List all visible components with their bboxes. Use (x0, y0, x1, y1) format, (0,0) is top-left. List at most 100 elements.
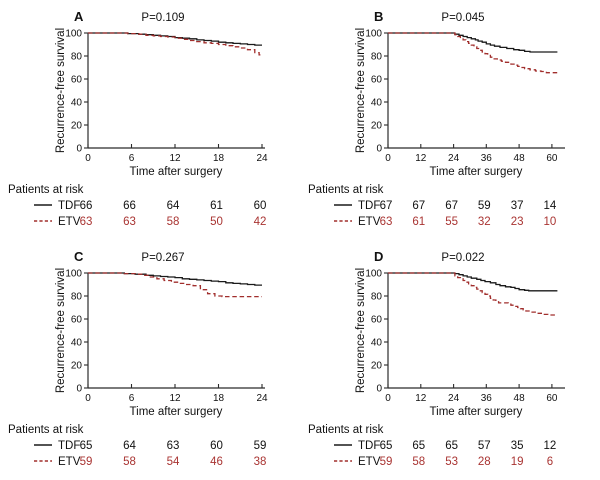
y-tick-label: 0 (376, 384, 382, 395)
y-tick-label: 0 (76, 144, 82, 155)
x-tick-label: 18 (213, 153, 225, 164)
tdf-risk-count: 57 (478, 440, 491, 452)
tdf-risk-count: 66 (123, 200, 136, 212)
tdf-curve (88, 32, 262, 46)
x-tick-label: 36 (481, 153, 493, 164)
y-axis-title: Recurrence-free survival (55, 28, 67, 153)
x-tick-label: 6 (129, 153, 135, 164)
tdf-series-label: TDF (58, 200, 80, 212)
tdf-risk-count: 59 (478, 200, 491, 212)
etv-risk-count: 54 (167, 456, 180, 468)
x-tick-label: 12 (415, 393, 427, 404)
etv-risk-count: 32 (478, 216, 491, 228)
tdf-curve (388, 272, 558, 292)
x-tick-label: 18 (213, 393, 225, 404)
panel-letter: A (74, 9, 84, 24)
panel-c-chart: C P=0.267 0 20 40 60 80 100 0 6 12 18 24 Time after s… (8, 249, 268, 468)
etv-series-label: ETV (358, 456, 381, 468)
tdf-risk-count: 12 (544, 440, 557, 452)
y-tick-label: 100 (365, 29, 382, 40)
y-tick-label: 100 (65, 29, 82, 40)
x-tick-label: 12 (415, 153, 427, 164)
tdf-risk-count: 67 (412, 200, 425, 212)
etv-risk-count: 6 (547, 456, 553, 468)
y-tick-label: 80 (371, 52, 383, 63)
etv-curve (88, 32, 262, 56)
y-tick-label: 60 (71, 315, 83, 326)
x-tick-label: 0 (385, 153, 391, 164)
p-value-label: P=0.267 (141, 252, 184, 264)
tdf-risk-count: 63 (167, 440, 180, 452)
x-tick-label: 0 (85, 393, 91, 404)
tdf-risk-count: 65 (380, 440, 393, 452)
x-tick-label: 0 (85, 153, 91, 164)
etv-risk-count: 58 (123, 456, 136, 468)
etv-risk-count: 61 (412, 216, 425, 228)
panel-d-chart: D P=0.022 0 20 40 60 80 100 0 12 24 36 48 60 Time afte… (308, 249, 565, 468)
tdf-risk-count: 66 (80, 200, 93, 212)
y-tick-label: 100 (65, 269, 82, 280)
tdf-risk-count: 64 (123, 440, 136, 452)
p-value-label: P=0.109 (141, 12, 184, 24)
etv-series-label: ETV (58, 456, 81, 468)
y-tick-label: 0 (76, 384, 82, 395)
x-axis-title: Time after surgery (130, 406, 223, 418)
x-tick-label: 24 (256, 393, 268, 404)
etv-risk-count: 46 (210, 456, 223, 468)
patients-at-risk-label: Patients at risk (8, 424, 84, 436)
y-tick-label: 40 (371, 338, 383, 349)
x-tick-label: 36 (481, 393, 493, 404)
y-axis-title: Recurrence-free survival (55, 268, 67, 393)
etv-risk-count: 28 (478, 456, 491, 468)
y-tick-label: 0 (376, 144, 382, 155)
panel-letter: D (374, 249, 383, 264)
y-tick-label: 60 (71, 75, 83, 86)
x-tick-label: 6 (129, 393, 135, 404)
etv-risk-count: 58 (412, 456, 425, 468)
etv-series-label: ETV (58, 216, 81, 228)
tdf-series-label: TDF (358, 440, 380, 452)
y-tick-label: 80 (71, 52, 83, 63)
etv-risk-count: 63 (380, 216, 393, 228)
x-tick-label: 24 (448, 153, 460, 164)
y-axis-title: Recurrence-free survival (355, 28, 367, 153)
y-tick-label: 20 (71, 361, 83, 372)
x-tick-label: 48 (514, 393, 526, 404)
x-tick-label: 60 (546, 393, 558, 404)
y-tick-label: 60 (371, 75, 383, 86)
y-tick-label: 40 (71, 98, 83, 109)
etv-risk-count: 59 (380, 456, 393, 468)
y-tick-label: 100 (365, 269, 382, 280)
etv-risk-count: 19 (511, 456, 524, 468)
tdf-risk-count: 14 (544, 200, 557, 212)
y-tick-label: 20 (371, 361, 383, 372)
tdf-curve (88, 272, 262, 286)
etv-risk-count: 58 (167, 216, 180, 228)
y-tick-label: 80 (371, 292, 383, 303)
tdf-series-label: TDF (358, 200, 380, 212)
panel-letter: B (374, 9, 383, 24)
tdf-series-label: TDF (58, 440, 80, 452)
tdf-risk-count: 67 (380, 200, 393, 212)
patients-at-risk-label: Patients at risk (8, 184, 84, 196)
x-tick-label: 48 (514, 153, 526, 164)
tdf-risk-count: 67 (445, 200, 458, 212)
panel-letter: C (74, 249, 84, 264)
tdf-risk-count: 65 (445, 440, 458, 452)
etv-series-label: ETV (358, 216, 381, 228)
p-value-label: P=0.045 (441, 12, 484, 24)
patients-at-risk-label: Patients at risk (308, 424, 384, 436)
tdf-risk-count: 59 (254, 440, 267, 452)
etv-risk-count: 55 (445, 216, 458, 228)
tdf-curve (388, 32, 558, 53)
x-tick-label: 60 (546, 153, 558, 164)
p-value-label: P=0.022 (441, 252, 484, 264)
y-tick-label: 40 (71, 338, 83, 349)
tdf-risk-count: 65 (412, 440, 425, 452)
panel-b-chart: B P=0.045 0 20 40 60 80 100 0 12 24 36 48 60 Time afte… (308, 9, 565, 228)
x-tick-label: 24 (256, 153, 268, 164)
etv-risk-count: 38 (254, 456, 267, 468)
y-tick-label: 60 (371, 315, 383, 326)
y-tick-label: 20 (371, 121, 383, 132)
